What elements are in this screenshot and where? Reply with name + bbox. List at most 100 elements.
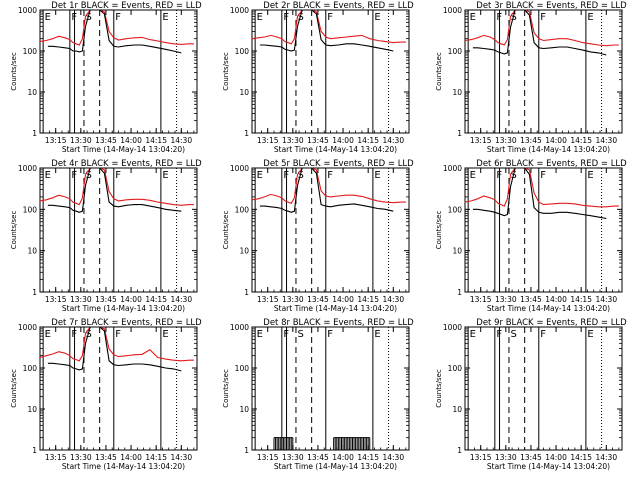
x-tick-label: 13:30 [282, 295, 304, 304]
panel-det-4: Det 4r BLACK = Events, RED = LLD 1 10 100 10… [10, 159, 202, 313]
x-tick-label: 14:30 [595, 453, 617, 462]
x-axis-label: Start Time (14-May-14 13:04:20) [62, 145, 185, 154]
y-tick-label: 1 [457, 446, 462, 455]
interval-marker-label: E [162, 329, 168, 340]
interval-marker-label: F [540, 170, 546, 181]
y-tick-label: 100 [23, 47, 38, 56]
y-tick-label: 100 [448, 205, 463, 214]
x-tick-label: 13:15 [470, 453, 492, 462]
y-tick-label: 1 [32, 288, 37, 297]
series-line-events [259, 9, 394, 52]
y-tick-label: 1 [32, 446, 37, 455]
y-axis-label: Counts/sec [222, 369, 230, 408]
x-tick-label: 14:30 [170, 295, 192, 304]
interval-marker-label: E [374, 12, 380, 23]
y-tick-label: 1 [244, 288, 249, 297]
x-tick-label: 13:45 [95, 136, 117, 145]
interval-marker-label: S [297, 329, 303, 340]
plot-frame [39, 167, 198, 293]
interval-marker-label: E [470, 329, 476, 340]
panel-title: Det 5r BLACK = Events, RED = LLD [263, 159, 414, 169]
y-tick-label: 1000 [18, 164, 37, 173]
series-line-events [47, 326, 182, 372]
x-tick-label: 13:15 [470, 295, 492, 304]
y-tick-label: 100 [23, 205, 38, 214]
y-tick-label: 10 [452, 88, 462, 97]
panel-title: Det 2r BLACK = Events, RED = LLD [263, 1, 414, 11]
y-axis-label: Counts/sec [222, 211, 230, 250]
interval-marker-label: F [115, 329, 121, 340]
x-tick-label: 14:30 [382, 136, 404, 145]
y-tick-label: 1 [244, 446, 249, 455]
panel-title: Det 8r BLACK = Events, RED = LLD [263, 318, 414, 328]
plot-frame [251, 9, 410, 134]
interval-marker-label: E [45, 170, 51, 181]
panel-title: Det 3r BLACK = Events, RED = LLD [476, 1, 627, 11]
x-tick-label: 14:30 [595, 136, 617, 145]
series-line-lld [464, 9, 619, 47]
series-line-events [47, 167, 182, 213]
y-axis-label: Counts/sec [10, 211, 18, 250]
x-tick-label: 14:00 [332, 136, 354, 145]
panel-det-6: Det 6r BLACK = Events, RED = LLD 1 10 100 10… [435, 159, 627, 313]
x-axis-label: Start Time (14-May-14 13:04:20) [487, 145, 610, 154]
y-tick-label: 1000 [230, 164, 249, 173]
panel-det-7: Det 7r BLACK = Events, RED = LLD 1 10 100 10… [10, 318, 202, 471]
interval-marker-label: E [374, 170, 380, 181]
x-tick-label: 14:00 [545, 136, 567, 145]
panel-det-9: Det 9r BLACK = Events, RED = LLD 1 10 100 10… [435, 318, 627, 471]
interval-marker-label: F [115, 12, 121, 23]
series-line-lld [251, 9, 406, 45]
interval-marker-label: E [45, 12, 51, 23]
interval-marker-label: S [510, 329, 516, 340]
x-tick-label: 14:30 [382, 295, 404, 304]
panel-det-3: Det 3r BLACK = Events, RED = LLD 1 10 100 10… [435, 1, 627, 154]
x-tick-label: 14:00 [332, 453, 354, 462]
y-axis-label: Counts/sec [10, 369, 18, 408]
y-tick-label: 100 [448, 47, 463, 56]
x-tick-label: 13:15 [257, 453, 279, 462]
interval-marker-label: F [327, 329, 333, 340]
x-tick-label: 14:30 [170, 136, 192, 145]
x-tick-label: 14:00 [120, 453, 142, 462]
x-tick-label: 13:15 [45, 136, 67, 145]
x-axis-label: Start Time (14-May-14 13:04:20) [274, 462, 397, 471]
y-tick-label: 1000 [230, 323, 249, 332]
panel-title: Det 7r BLACK = Events, RED = LLD [51, 318, 202, 328]
y-tick-label: 100 [235, 205, 250, 214]
x-tick-label: 13:30 [495, 295, 517, 304]
x-tick-label: 13:30 [70, 453, 92, 462]
x-tick-label: 14:30 [170, 453, 192, 462]
x-tick-label: 13:15 [45, 295, 67, 304]
x-tick-label: 13:15 [45, 453, 67, 462]
y-axis-label: Counts/sec [10, 52, 18, 91]
plot-frame [464, 326, 623, 451]
interval-marker-label: F [115, 170, 121, 181]
x-axis-label: Start Time (14-May-14 13:04:20) [62, 462, 185, 471]
x-tick-label: 14:00 [120, 136, 142, 145]
x-tick-label: 14:15 [570, 295, 592, 304]
interval-marker-label: S [85, 329, 91, 340]
x-axis-label: Start Time (14-May-14 13:04:20) [274, 145, 397, 154]
interval-marker-label: E [257, 170, 263, 181]
interval-marker-label: E [162, 12, 168, 23]
interval-marker-label: E [587, 329, 593, 340]
x-tick-label: 13:45 [307, 453, 329, 462]
series-line-lld [464, 167, 619, 208]
y-tick-label: 100 [235, 364, 250, 373]
interval-marker-label: E [587, 170, 593, 181]
x-tick-label: 13:45 [95, 453, 117, 462]
series-line-events [47, 9, 182, 54]
y-tick-label: 1 [244, 129, 249, 138]
plot-frame [464, 167, 623, 293]
y-tick-label: 1 [32, 129, 37, 138]
y-tick-label: 100 [23, 364, 38, 373]
x-tick-label: 14:15 [145, 295, 167, 304]
panel-title: Det 1r BLACK = Events, RED = LLD [51, 1, 202, 11]
panel-det-1: Det 1r BLACK = Events, RED = LLD 1 10 100 10… [10, 1, 202, 154]
x-tick-label: 14:00 [332, 295, 354, 304]
x-tick-label: 13:15 [470, 136, 492, 145]
x-tick-label: 14:00 [545, 295, 567, 304]
x-tick-label: 13:45 [307, 136, 329, 145]
y-tick-label: 10 [239, 88, 249, 97]
